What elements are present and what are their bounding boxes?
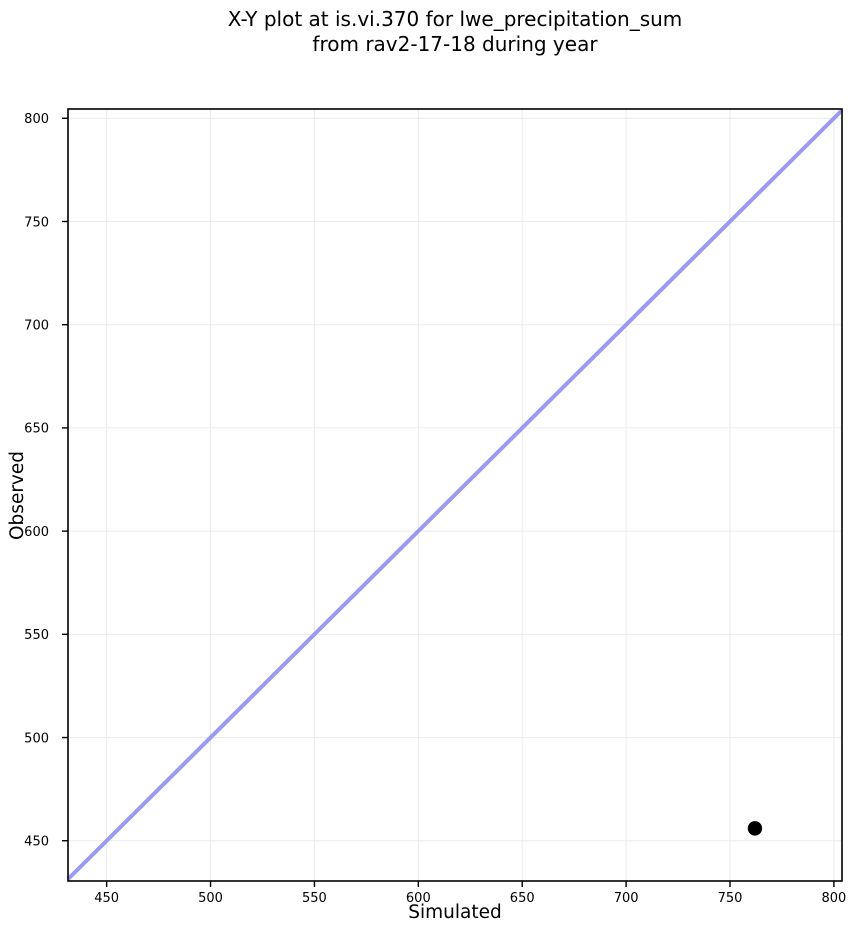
x-tick-label: 700 [614, 891, 639, 906]
x-tick-label: 800 [821, 891, 846, 906]
y-tick-label: 600 [24, 525, 49, 540]
x-tick-label: 450 [94, 891, 119, 906]
y-tick-label: 750 [24, 215, 49, 230]
x-tick-label: 600 [406, 891, 431, 906]
y-tick-label: 500 [24, 731, 49, 746]
y-tick-label: 800 [24, 112, 49, 127]
y-tick-label: 550 [24, 628, 49, 643]
chart-title: X-Y plot at is.vi.370 for lwe_precipitat… [68, 7, 842, 57]
x-tick-label: 750 [718, 891, 743, 906]
scatter-point [747, 821, 763, 836]
y-tick-label: 450 [24, 835, 49, 850]
axes-frame [67, 108, 843, 882]
y-tick-label: 650 [24, 422, 49, 437]
x-tick-label: 500 [198, 891, 223, 906]
y-axis-label: Observed [7, 450, 28, 540]
chart-title-line2: from rav2-17-18 during year [312, 32, 598, 56]
x-tick-label: 650 [510, 891, 535, 906]
chart-title-line1: X-Y plot at is.vi.370 for lwe_precipitat… [227, 7, 683, 31]
y-tick-label: 700 [24, 319, 49, 334]
one-to-one-line [66, 108, 844, 881]
x-tick-label: 550 [302, 891, 327, 906]
x-axis-label: Simulated [408, 902, 502, 923]
